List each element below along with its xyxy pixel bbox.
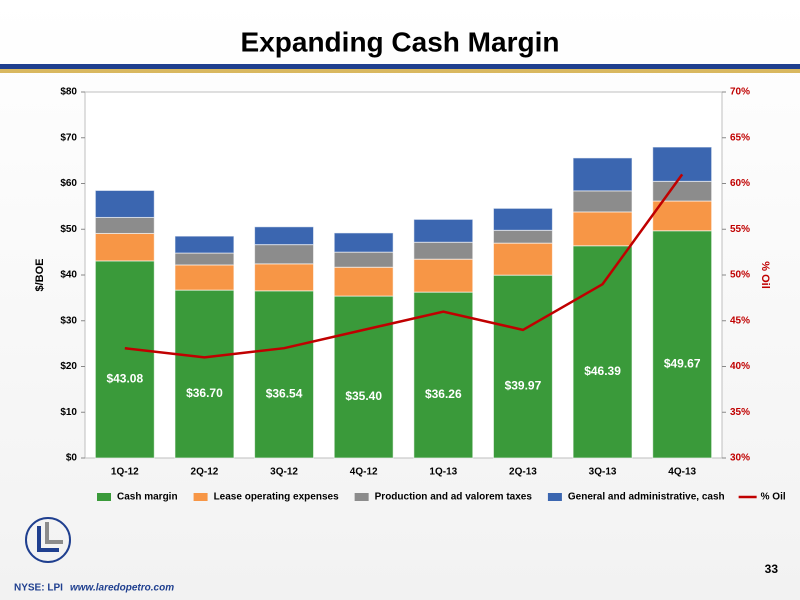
legend-label: General and administrative, cash — [568, 492, 725, 503]
bar-segment — [254, 244, 315, 265]
value-label: $36.54 — [266, 387, 303, 401]
bar-segment — [492, 207, 553, 231]
x-tick-label: 2Q-12 — [191, 467, 219, 478]
bar-segment — [572, 190, 633, 213]
value-label: $35.40 — [345, 389, 382, 403]
bar-segment — [333, 251, 394, 268]
bar-segment — [94, 232, 155, 262]
y-tick-label: $30 — [60, 315, 77, 326]
bar-segment — [652, 230, 713, 459]
bar-segment — [94, 189, 155, 218]
bar-segment — [94, 260, 155, 459]
legend-label: Cash margin — [117, 492, 178, 503]
y-tick-label: $50 — [60, 224, 77, 235]
legend-label: Production and ad valorem taxes — [375, 492, 533, 503]
bar-segment — [333, 295, 394, 459]
value-label: $36.70 — [186, 386, 223, 400]
y-axis-label: $/BOE — [34, 258, 46, 291]
bar-segment — [492, 229, 553, 244]
bar-segment — [333, 232, 394, 253]
y-tick-label: $70 — [60, 132, 77, 143]
legend-swatch — [354, 493, 369, 501]
x-tick-label: 1Q-13 — [429, 467, 457, 478]
bar-segment — [652, 200, 713, 232]
y-tick-label: $10 — [60, 407, 77, 418]
x-tick-label: 1Q-12 — [111, 467, 139, 478]
x-tick-label: 4Q-12 — [350, 467, 378, 478]
y2-tick-label: 35% — [730, 407, 750, 418]
legend-swatch — [97, 493, 111, 501]
y2-tick-label: 55% — [730, 224, 750, 235]
y2-tick-label: 30% — [730, 453, 750, 464]
y2-axis-label: % Oil — [759, 261, 771, 289]
y2-tick-label: 45% — [730, 315, 750, 326]
y-tick-label: $40 — [60, 270, 77, 281]
x-tick-label: 3Q-12 — [270, 467, 298, 478]
bar-segment — [572, 211, 633, 247]
bar-segment — [492, 274, 553, 459]
y-tick-label: $20 — [60, 361, 77, 372]
value-label: $39.97 — [505, 379, 542, 393]
x-tick-label: 2Q-13 — [509, 467, 537, 478]
value-label: $49.67 — [664, 357, 701, 371]
bar-segment — [413, 258, 474, 293]
bar-segment — [652, 180, 713, 202]
bar-segment — [572, 245, 633, 459]
value-label: $43.08 — [106, 372, 143, 386]
footer-website: www.laredopetro.com — [70, 583, 174, 594]
y2-tick-label: 40% — [730, 361, 750, 372]
line — [124, 173, 684, 359]
legend-label: Lease operating expenses — [214, 492, 339, 503]
bar-segment — [413, 218, 474, 243]
value-label: $46.39 — [584, 364, 621, 378]
bar-segment — [254, 226, 315, 246]
y-tick-label: $0 — [66, 453, 78, 464]
value-label: $36.26 — [425, 387, 462, 401]
chart-title: Expanding Cash Margin — [241, 26, 560, 57]
bar-segment — [413, 241, 474, 260]
bar-segment — [413, 291, 474, 459]
bar-segment — [174, 235, 235, 254]
legend-label: % Oil — [761, 492, 786, 503]
bar-segment — [333, 266, 394, 297]
bar-segment — [254, 263, 315, 292]
bar-segment — [492, 242, 553, 276]
page-number: 33 — [765, 562, 779, 576]
y-tick-label: $60 — [60, 178, 77, 189]
legend-swatch — [193, 493, 208, 501]
bar-segment — [174, 289, 235, 459]
x-tick-label: 3Q-13 — [589, 467, 617, 478]
legend-swatch — [547, 493, 562, 501]
x-tick-label: 4Q-13 — [668, 467, 696, 478]
y2-tick-label: 60% — [730, 178, 750, 189]
header-band-gold — [0, 69, 800, 73]
bar-segment — [652, 146, 713, 182]
bar-segment — [254, 290, 315, 459]
bar-segment — [94, 216, 155, 234]
bar-segment — [174, 264, 235, 291]
logo — [25, 517, 71, 563]
bar-segment — [572, 157, 633, 192]
footer-ticker: NYSE: LPI — [14, 583, 63, 594]
y2-tick-label: 70% — [730, 87, 750, 98]
header-band — [0, 64, 800, 69]
y2-tick-label: 65% — [730, 132, 750, 143]
y2-tick-label: 50% — [730, 270, 750, 281]
bar-segment — [174, 252, 235, 266]
y-tick-label: $80 — [60, 87, 77, 98]
